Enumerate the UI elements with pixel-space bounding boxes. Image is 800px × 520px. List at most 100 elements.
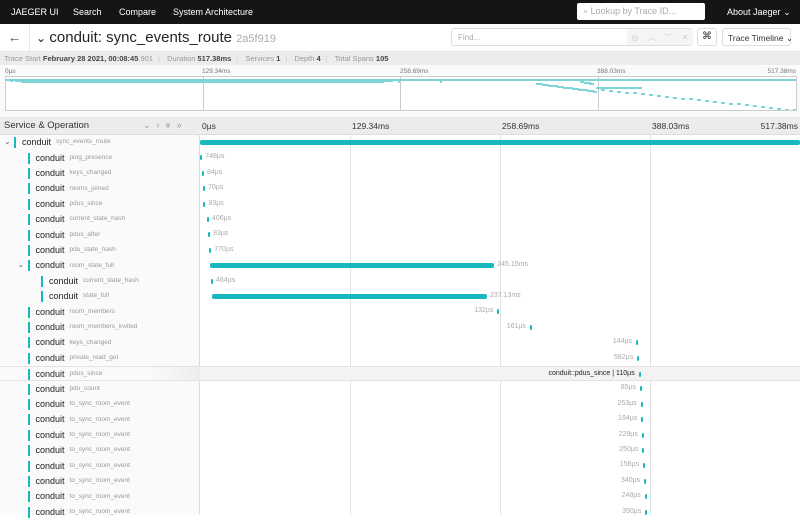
nav-search[interactable]: Search — [73, 7, 102, 17]
span-row[interactable]: conduit pdus_since 83µs — [0, 197, 800, 212]
span-row[interactable]: conduit current_state_hash 406µs — [0, 212, 800, 227]
collapse-one-icon[interactable]: ⌄ — [143, 120, 151, 130]
span-bar[interactable] — [208, 232, 211, 238]
close-icon[interactable]: ✕ — [681, 32, 689, 42]
span-name[interactable]: conduit to_sync_room_event — [27, 474, 130, 489]
span-name[interactable]: conduit to_sync_room_event — [27, 397, 130, 412]
span-row[interactable]: conduit pdus_since conduit::pdus_since | 1… — [0, 366, 800, 382]
span-row[interactable]: conduit pdus_after 83µs — [0, 227, 800, 242]
span-row[interactable]: conduit rooms_joined 70µs — [0, 181, 800, 196]
span-name[interactable]: conduit sync_events_route — [14, 135, 111, 150]
span-row[interactable]: conduit state_full 237.13ms — [0, 289, 800, 304]
span-row[interactable]: conduit pdu_state_hash 770µs — [0, 243, 800, 258]
span-row[interactable]: conduit room_members_invited 161µs — [0, 320, 800, 335]
chevron-down-icon[interactable]: ﹀ — [664, 32, 673, 42]
span-name[interactable]: conduit room_members_invited — [27, 320, 137, 335]
span-bar[interactable] — [640, 386, 643, 392]
span-name[interactable]: conduit keys_changed — [27, 166, 111, 181]
span-bar[interactable] — [642, 448, 645, 453]
span-name[interactable]: conduit state_full — [41, 289, 109, 304]
nav-compare[interactable]: Compare — [119, 7, 157, 17]
span-row[interactable]: conduit to_sync_room_event 390µs — [0, 505, 800, 520]
span-name[interactable]: conduit pdu_count — [27, 381, 100, 396]
view-select[interactable]: Trace Timeline ⌄ — [722, 28, 793, 46]
span-name[interactable]: conduit pdus_since — [27, 367, 102, 382]
span-row[interactable]: conduit to_sync_room_event 229µs — [0, 428, 800, 443]
span-row[interactable]: conduit keys_changed 84µs — [0, 166, 800, 181]
span-bar[interactable] — [209, 263, 495, 269]
span-row[interactable]: conduit to_sync_room_event 340µs — [0, 474, 800, 489]
service-name: conduit — [35, 445, 65, 456]
span-row[interactable]: conduit keys_changed 144µs — [0, 335, 800, 350]
span-name[interactable]: conduit pdus_since — [27, 197, 102, 212]
nav-system-architecture[interactable]: System Architecture — [173, 7, 254, 17]
span-bar[interactable] — [643, 463, 645, 469]
span-bar[interactable] — [641, 432, 644, 438]
span-row[interactable]: conduit to_sync_room_event 250µs — [0, 443, 800, 458]
span-bar[interactable] — [203, 186, 205, 192]
span-bar[interactable] — [203, 201, 206, 207]
about-jaeger-menu[interactable]: About Jaeger ⌄ — [727, 7, 791, 18]
span-bar[interactable] — [529, 324, 532, 330]
span-name[interactable]: conduit to_sync_room_event — [27, 428, 130, 443]
span-bar[interactable] — [497, 309, 500, 315]
span-name[interactable]: conduit current_state_hash — [41, 274, 139, 289]
span-row[interactable]: ⌄ conduit sync_events_route — [0, 135, 800, 150]
span-name[interactable]: conduit pdu_state_hash — [27, 243, 116, 258]
keyboard-shortcuts-button[interactable]: ⌘ — [697, 28, 717, 46]
find-input[interactable]: Find... ◎ ︿ ﹀ ✕ — [451, 28, 693, 46]
target-icon[interactable]: ◎ — [631, 32, 639, 42]
span-bar[interactable] — [201, 170, 204, 176]
span-name[interactable]: conduit rooms_joined — [27, 181, 109, 196]
span-bar[interactable] — [644, 478, 647, 484]
back-arrow-icon[interactable]: ← — [0, 24, 30, 52]
span-name[interactable]: conduit room_members — [27, 304, 115, 319]
span-bar[interactable] — [645, 509, 648, 515]
span-row[interactable]: conduit private_read_get 582µs — [0, 351, 800, 366]
trace-title[interactable]: ⌄ conduit: sync_events_route 2a5f919 — [36, 29, 276, 46]
span-bar[interactable] — [636, 340, 639, 346]
span-bar[interactable] — [640, 401, 643, 407]
span-name[interactable]: conduit to_sync_room_event — [27, 489, 130, 504]
span-name[interactable]: conduit private_read_get — [27, 351, 118, 366]
span-name[interactable]: conduit room_state_full — [27, 258, 114, 273]
span-row[interactable]: conduit to_sync_room_event 248µs — [0, 489, 800, 504]
collapse-all-icon[interactable]: » — [176, 120, 182, 130]
span-row[interactable]: conduit current_state_hash 464µs — [0, 274, 800, 289]
span-name[interactable]: conduit current_state_hash — [27, 212, 125, 227]
brand-link[interactable]: JAEGER UI — [11, 7, 59, 17]
span-row[interactable]: conduit to_sync_room_event 156µs — [0, 458, 800, 473]
span-row[interactable]: conduit room_members 132µs — [0, 304, 800, 319]
minimap-span — [626, 87, 630, 89]
span-bar[interactable] — [200, 155, 203, 161]
span-name[interactable]: conduit ping_presence — [27, 150, 112, 165]
span-row[interactable]: conduit pdu_count 85µs — [0, 381, 800, 396]
span-name[interactable]: conduit to_sync_room_event — [27, 443, 130, 458]
span-name[interactable]: conduit to_sync_room_event — [27, 412, 130, 427]
span-row[interactable]: conduit to_sync_room_event 253µs — [0, 397, 800, 412]
span-row[interactable]: conduit ping_presence 748µs — [0, 150, 800, 165]
expand-one-icon[interactable]: › — [156, 120, 160, 130]
span-name[interactable]: conduit pdus_after — [27, 227, 100, 242]
span-bar[interactable] — [638, 372, 641, 377]
span-bar[interactable] — [637, 355, 640, 361]
trace-id-lookup-input[interactable]: ⌕ Lookup by Trace ID... — [577, 3, 705, 20]
span-bar[interactable] — [209, 247, 212, 253]
span-bar[interactable] — [206, 217, 209, 222]
operation-name: pdu_state_hash — [69, 246, 116, 254]
span-row[interactable]: ⌄ conduit room_state_full 245.15ms — [0, 258, 800, 273]
span-bar[interactable] — [200, 140, 800, 145]
chevron-up-icon[interactable]: ︿ — [647, 32, 656, 42]
span-name[interactable]: conduit to_sync_room_event — [27, 458, 130, 473]
span-bar[interactable] — [644, 494, 647, 500]
span-bar[interactable] — [211, 278, 214, 284]
chevron-down-icon[interactable]: ⌄ — [4, 137, 11, 146]
span-name[interactable]: conduit to_sync_room_event — [27, 505, 130, 520]
chevron-down-icon[interactable]: ⌄ — [17, 260, 25, 270]
expand-all-icon[interactable]: ⩔ — [165, 120, 171, 130]
span-row[interactable]: conduit to_sync_room_event 194µs — [0, 412, 800, 427]
span-name[interactable]: conduit keys_changed — [27, 335, 111, 350]
span-bar[interactable] — [641, 417, 644, 423]
span-bar[interactable] — [211, 294, 487, 299]
minimap-canvas[interactable] — [5, 76, 797, 111]
